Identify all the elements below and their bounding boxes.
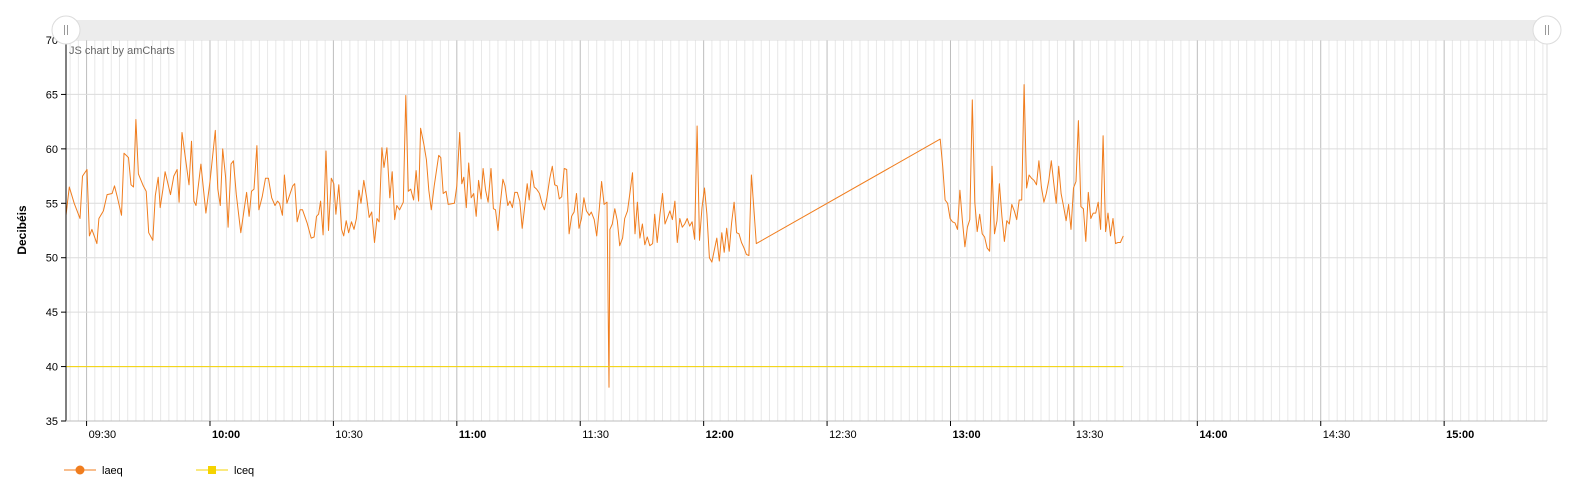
- x-tick-label: 11:00: [459, 429, 487, 441]
- legend-label: laeq: [102, 465, 123, 477]
- x-tick-label: 14:30: [1323, 429, 1351, 441]
- series-line-laeq: [65, 84, 1124, 388]
- scrollbar[interactable]: [51, 15, 1562, 45]
- legend-label: lceq: [234, 465, 254, 477]
- legend-item-lceq[interactable]: lceq: [196, 465, 254, 477]
- legend: laeq lceq: [64, 465, 254, 477]
- x-tick-label: 09:30: [89, 429, 117, 441]
- y-tick-label: 50: [46, 253, 58, 265]
- x-tick-label: 12:00: [706, 429, 734, 441]
- chart-credit[interactable]: JS chart by amCharts: [69, 45, 175, 57]
- y-tick-label: 35: [46, 416, 58, 428]
- legend-square-marker: [208, 466, 216, 474]
- y-tick-label: 55: [46, 198, 58, 210]
- scrollbar-left-grip[interactable]: [51, 15, 81, 45]
- x-tick-label: 13:30: [1076, 429, 1104, 441]
- y-tick-label: 60: [46, 144, 58, 156]
- series-layer: [65, 84, 1124, 388]
- x-tick-label: 10:30: [335, 429, 363, 441]
- y-tick-label: 45: [46, 307, 58, 319]
- legend-circle-marker: [75, 465, 85, 475]
- x-tick-label: 10:00: [212, 429, 240, 441]
- legend-item-laeq[interactable]: laeq: [64, 465, 123, 477]
- x-tick-label: 15:00: [1446, 429, 1474, 441]
- x-tick-label: 13:00: [952, 429, 980, 441]
- x-tick-label: 12:30: [829, 429, 857, 441]
- grid: [66, 39, 1548, 422]
- scrollbar-track[interactable]: [66, 20, 1547, 40]
- y-tick-label: 65: [46, 89, 58, 101]
- y-axis-label: Decibéis: [15, 205, 29, 255]
- y-tick-label: 40: [46, 362, 58, 374]
- x-tick-label: 14:00: [1199, 429, 1227, 441]
- x-tick-label: 11:30: [582, 429, 609, 441]
- scrollbar-right-grip[interactable]: [1532, 15, 1562, 45]
